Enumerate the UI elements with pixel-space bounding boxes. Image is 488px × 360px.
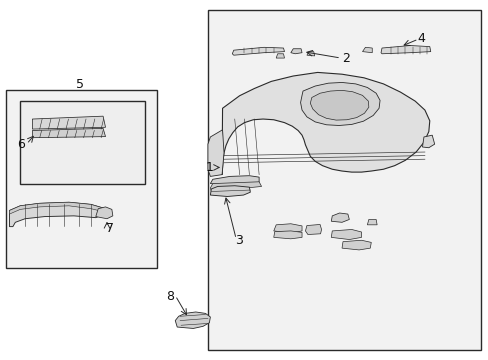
Circle shape <box>406 95 413 100</box>
Polygon shape <box>276 54 284 58</box>
Text: 6: 6 <box>17 138 25 150</box>
Text: 7: 7 <box>105 222 113 235</box>
Polygon shape <box>175 312 210 328</box>
Circle shape <box>226 167 233 172</box>
Bar <box>20 101 144 184</box>
Text: 4: 4 <box>417 32 425 45</box>
Text: 5: 5 <box>76 78 84 91</box>
Polygon shape <box>310 90 368 120</box>
Polygon shape <box>366 220 376 225</box>
Text: 1: 1 <box>205 161 213 174</box>
Polygon shape <box>305 225 321 234</box>
Polygon shape <box>210 186 250 197</box>
Polygon shape <box>232 47 284 55</box>
Circle shape <box>334 100 346 109</box>
Polygon shape <box>330 229 361 239</box>
Polygon shape <box>9 202 103 214</box>
Polygon shape <box>422 135 434 148</box>
Polygon shape <box>273 224 302 233</box>
Polygon shape <box>306 51 314 56</box>
Polygon shape <box>9 202 104 226</box>
Polygon shape <box>362 47 371 53</box>
Polygon shape <box>32 129 105 138</box>
Circle shape <box>415 106 422 111</box>
Circle shape <box>228 124 235 129</box>
Polygon shape <box>380 45 430 54</box>
Ellipse shape <box>222 189 237 193</box>
Bar <box>5 90 157 268</box>
Bar <box>207 10 480 350</box>
Polygon shape <box>330 213 348 222</box>
Polygon shape <box>290 49 302 54</box>
Polygon shape <box>341 240 370 250</box>
Polygon shape <box>207 130 224 176</box>
Polygon shape <box>300 82 379 126</box>
Polygon shape <box>273 231 302 239</box>
Circle shape <box>326 95 353 115</box>
Polygon shape <box>96 207 113 219</box>
Text: 8: 8 <box>165 290 173 303</box>
Polygon shape <box>32 116 105 129</box>
Polygon shape <box>210 176 259 185</box>
Polygon shape <box>210 182 261 192</box>
Circle shape <box>100 210 108 216</box>
Text: 2: 2 <box>341 51 349 64</box>
Circle shape <box>416 127 423 132</box>
Polygon shape <box>222 72 429 175</box>
Text: 3: 3 <box>234 234 242 247</box>
